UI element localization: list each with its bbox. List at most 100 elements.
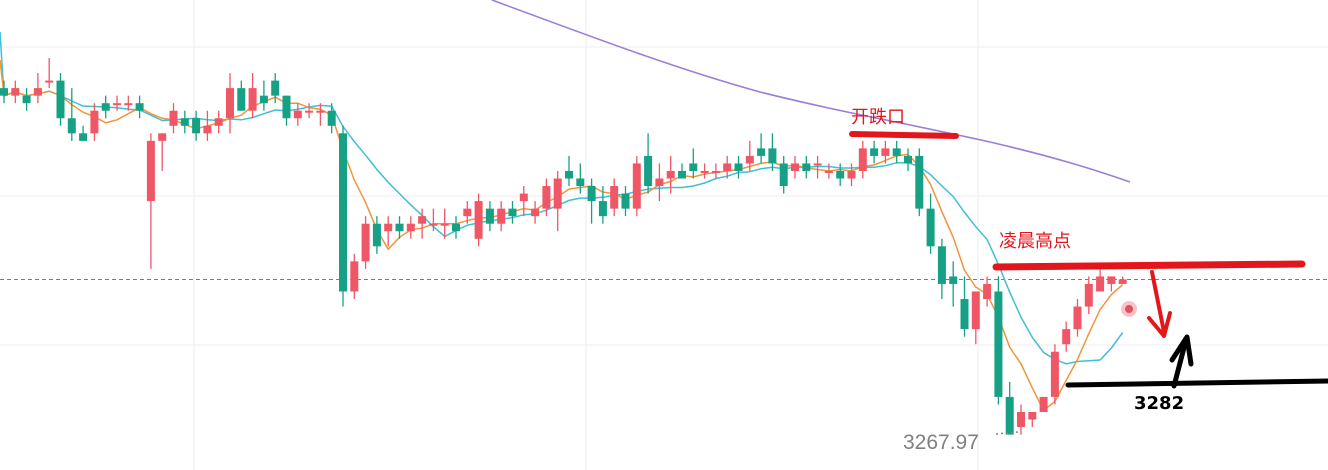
candle [971,291,980,345]
candle-body [531,208,540,217]
candle-body [644,155,653,187]
candle [327,103,336,134]
candle-body [56,80,65,119]
candle-body [565,170,573,179]
candle-body [327,110,336,126]
candle [587,178,596,224]
candle [293,103,302,126]
candle-body [169,110,178,126]
candle [858,140,867,179]
candle-body [135,103,144,111]
candle-body [847,170,856,179]
candle-body [293,110,302,119]
candle [316,103,325,126]
candle [1017,404,1025,435]
candle-body [1039,396,1048,413]
candle-body [237,88,246,111]
candle-body [429,223,438,226]
candle-body [463,208,472,217]
support-level-label: 3282 [1134,393,1184,414]
candle [734,155,743,179]
candle-body [711,170,720,173]
candle [146,133,155,269]
candle-body [158,133,167,141]
candle-body [519,193,528,202]
candle [610,178,619,217]
candle-body [192,118,201,134]
candle [644,133,653,194]
candle [745,140,754,171]
candle-body [395,223,404,232]
candle [960,276,969,337]
candle [169,103,178,134]
candle-body [858,148,867,171]
candle [452,216,460,239]
candle [395,216,404,239]
candle [56,73,65,126]
candle-body [768,148,777,164]
candle-body [1096,276,1105,292]
drop-gap-label: 开跌口 [851,107,905,128]
candle [881,140,890,164]
support-line [1065,378,1328,388]
candle-body [587,186,596,202]
annotations: 开跌口 凌晨高点 3282 3267.97 [849,107,1328,454]
candle-body [440,223,449,226]
candle [463,201,472,224]
up-arrow-icon [1169,334,1194,389]
candle [429,208,438,232]
candle [813,155,822,179]
down-arrow-icon [1147,270,1172,338]
candle [531,201,540,224]
candle [113,95,121,111]
candle-body [779,163,788,187]
candle [542,178,551,217]
candle-body [598,201,607,217]
candle-body [282,95,291,119]
ma-slow-line [491,0,1131,183]
candle [372,216,381,254]
candle [519,186,528,217]
candle [655,163,664,202]
candle [598,186,607,224]
candle [904,148,912,171]
candle [847,163,856,187]
candle-body [1073,306,1082,330]
candle [259,80,268,111]
candle [1084,276,1093,315]
candle-body [248,88,257,111]
candle [1107,276,1116,292]
candle-body [271,80,280,96]
candle [1028,412,1037,428]
candle-body [802,163,811,171]
candle-body [1005,396,1014,435]
drop-gap-line [849,131,959,139]
candle [350,253,359,300]
candle [90,103,99,141]
candle-body [22,95,31,104]
candle [485,201,494,232]
candle-body [824,170,833,173]
candle [248,73,257,119]
candle-body [497,208,506,224]
candle-body [757,148,766,156]
last-price-dot-core [1125,305,1133,313]
candle [553,170,562,232]
candle [666,155,675,194]
candle-body [124,103,133,106]
candle-body [971,291,980,330]
candle [124,95,133,111]
candle-body [666,170,675,179]
candle [1005,381,1014,435]
candle-body [474,201,483,239]
candle-body [146,140,155,202]
candle-body [576,178,585,187]
candle [802,155,811,179]
candle-body [553,178,562,209]
candle [271,73,280,104]
candle-body [813,163,822,166]
candle-body [621,193,630,209]
candle [994,276,1003,405]
candle-body [33,88,42,96]
